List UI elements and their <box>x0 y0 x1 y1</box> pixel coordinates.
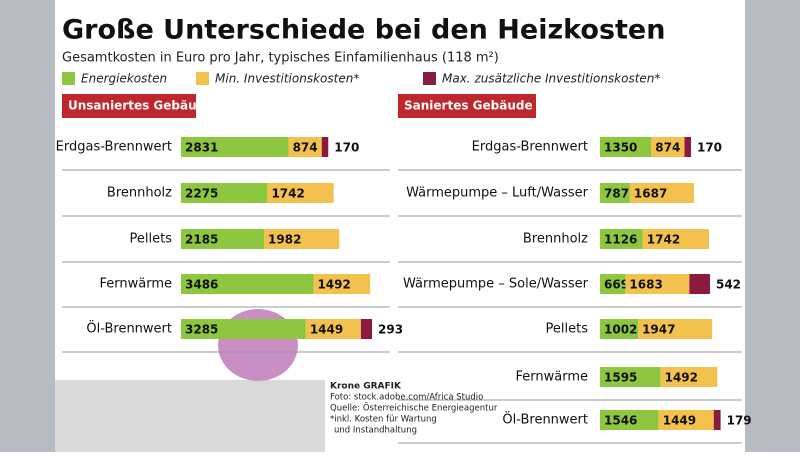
bar-segment <box>600 274 626 294</box>
credit: und Instandhaltung <box>334 426 417 436</box>
category-label: Pellets <box>130 232 173 247</box>
bar-segment <box>181 183 268 203</box>
value-label: 1492 <box>665 371 698 385</box>
subtitle: Gesamtkosten in Euro pro Jahr, typisches… <box>62 51 499 66</box>
credit: *inkl. Kosten für Wartung <box>330 415 437 425</box>
value-label: 1350 <box>604 141 637 155</box>
bar-segment <box>313 274 371 294</box>
value-label: 1683 <box>629 278 662 292</box>
legend-label: Energiekosten <box>81 72 167 86</box>
bar-segment <box>600 229 643 249</box>
value-label: 1002 <box>604 323 637 337</box>
category-label: Öl-Brennwert <box>86 320 172 337</box>
bar-segment <box>660 367 718 387</box>
bar-segment <box>360 319 373 339</box>
bar-segment <box>600 319 639 339</box>
radiator <box>55 380 325 452</box>
bar-segment <box>600 183 630 203</box>
value-label: 1449 <box>663 414 696 428</box>
bar-segment <box>305 319 361 339</box>
bar-segment <box>689 274 710 294</box>
panel-title: Saniertes Gebäude <box>404 99 533 113</box>
category-label: Brennholz <box>523 232 588 247</box>
bar-segment <box>267 183 334 203</box>
category-label: Fernwärme <box>516 370 589 385</box>
category-label: Brennholz <box>107 186 172 201</box>
value-label: 1126 <box>604 233 637 247</box>
panel-title: Unsaniertes Gebäude <box>68 99 213 113</box>
bar-segment <box>642 229 709 249</box>
value-label: 1449 <box>310 323 343 337</box>
value-label: 179 <box>727 414 752 428</box>
bar-segment <box>625 274 690 294</box>
value-label: 3486 <box>185 278 218 292</box>
value-label: 1546 <box>604 414 637 428</box>
value-label: 170 <box>697 141 722 155</box>
legend-swatch <box>196 72 209 85</box>
bar-segment <box>181 319 306 339</box>
credit: Foto: stock.adobe.com/Africa Studio <box>330 393 483 403</box>
bar-segment <box>600 137 652 157</box>
value-label: 1492 <box>317 278 350 292</box>
bar-segment <box>651 137 685 157</box>
category-label: Fernwärme <box>100 277 173 292</box>
credit: Quelle: Österreichische Energieagentur <box>330 403 498 414</box>
category-label: Erdgas-Brennwert <box>472 140 588 155</box>
bar-segment <box>181 137 289 157</box>
panel-header-box <box>398 94 536 118</box>
value-label: 787 <box>604 187 629 201</box>
category-label: Wärmepumpe – Luft/Wasser <box>406 186 589 201</box>
bar-segment <box>684 137 691 157</box>
bar-segment <box>600 367 661 387</box>
category-label: Erdgas-Brennwert <box>56 140 172 155</box>
bar-segment <box>264 229 340 249</box>
value-label: 3285 <box>185 323 218 337</box>
bar-segment <box>658 410 714 430</box>
value-label: 1742 <box>271 187 304 201</box>
value-label: 1687 <box>634 187 667 201</box>
bar-segment <box>713 410 721 430</box>
bar-segment <box>288 137 322 157</box>
value-label: 874 <box>655 141 680 155</box>
value-label: 874 <box>293 141 318 155</box>
value-label: 293 <box>378 323 403 337</box>
legend-label: Min. Investitionskosten* <box>215 72 359 86</box>
value-label: 1982 <box>268 233 301 247</box>
value-label: 1947 <box>642 323 675 337</box>
category-label: Pellets <box>546 322 589 337</box>
bar-segment <box>321 137 329 157</box>
legend-swatch <box>62 72 75 85</box>
title: Große Unterschiede bei den Heizkosten <box>62 15 665 46</box>
value-label: 2275 <box>185 187 218 201</box>
category-label: Öl-Brennwert <box>502 411 588 428</box>
credit: Krone GRAFIK <box>330 382 402 392</box>
bar-segment <box>629 183 695 203</box>
panel-header-box <box>62 94 196 118</box>
value-label: 2831 <box>185 141 218 155</box>
legend-swatch <box>423 72 436 85</box>
value-label: 542 <box>716 278 741 292</box>
category-label: Wärmepumpe – Sole/Wasser <box>403 277 589 292</box>
legend-label: Max. zusätzliche Investitionskosten* <box>442 72 660 86</box>
bar-segment <box>638 319 713 339</box>
bar-segment <box>181 229 265 249</box>
bar-segment <box>600 410 659 430</box>
value-label: 170 <box>334 141 359 155</box>
value-label: 669 <box>604 278 629 292</box>
value-label: 2185 <box>185 233 218 247</box>
value-label: 1742 <box>647 233 680 247</box>
value-label: 1595 <box>604 371 637 385</box>
bar-segment <box>181 274 314 294</box>
